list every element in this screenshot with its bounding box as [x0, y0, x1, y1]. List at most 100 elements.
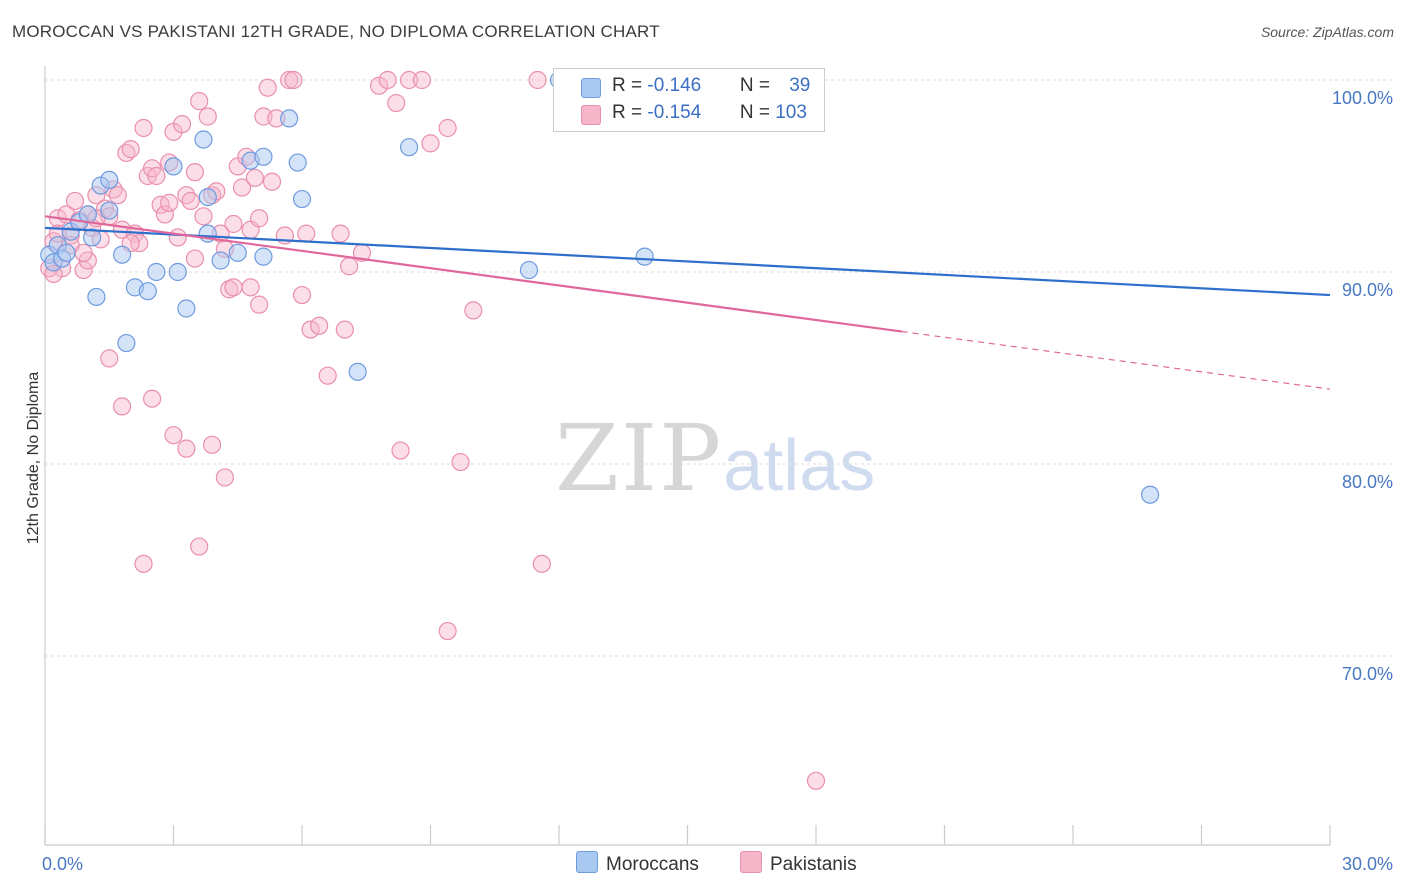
moroccans-point [254, 247, 273, 266]
bottom-moroccans-label: Moroccans [606, 854, 699, 875]
moroccans-n-label: N = [739, 75, 776, 96]
pakistanis-point [284, 70, 303, 90]
bottom-legend-moroccans: Moroccans [576, 851, 699, 876]
pakistanis-point [168, 228, 187, 247]
pakistanis-point [451, 452, 470, 472]
moroccans-point [198, 188, 217, 207]
pakistanis-point [190, 92, 209, 111]
moroccans-point [87, 287, 106, 307]
pakistanis-point [202, 435, 222, 454]
legend-text-moroccans: R = -0.146 N = 39 [612, 75, 810, 97]
pakistanis-point [387, 93, 406, 113]
moroccans-r-label: R = [612, 75, 648, 96]
pakistanis-n-value: 103 [775, 102, 807, 123]
pakistanis-trend-extension [901, 330, 1331, 390]
axis-labels: 70.0% 80.0% 90.0% 100.0% 0.0% 30.0% 12th Grade… [25, 88, 1393, 874]
pakistanis-point [301, 320, 320, 339]
pakistanis-point [74, 243, 93, 262]
pakistanis-point [160, 193, 179, 212]
pakistanis-n-label: N = [739, 102, 776, 123]
moroccans-point [211, 251, 230, 270]
pakistanis-point [335, 320, 354, 339]
pakistanis-point [232, 178, 252, 197]
moroccans-point [288, 153, 307, 172]
trend-lines [44, 215, 1331, 390]
moroccans-point [280, 109, 299, 128]
pakistanis-point [194, 207, 213, 226]
moroccans-point [100, 201, 119, 220]
moroccans-swatch [581, 78, 601, 98]
pakistanis-point [438, 118, 457, 138]
y-tick-label-100: 100.0% [1332, 88, 1393, 108]
pakistanis-point [297, 224, 316, 243]
pakistanis-point [108, 186, 127, 205]
pakistanis-point [412, 70, 432, 90]
legend-text-pakistanis: R = -0.154 N = 103 [612, 102, 807, 124]
pakistanis-r-label: R = [612, 102, 648, 123]
x-tick-label-30: 30.0% [1342, 854, 1393, 874]
moroccans-point [117, 333, 136, 353]
moroccans-point [100, 170, 119, 189]
pakistanis-point [241, 278, 260, 297]
pakistanis-point [172, 115, 192, 134]
pakistanis-point [198, 107, 217, 126]
pakistanis-point [112, 397, 132, 416]
moroccans-point [138, 282, 157, 301]
watermark-zip: ZIP [555, 405, 724, 512]
moroccans-point [168, 262, 187, 282]
pakistanis-point [134, 554, 153, 573]
pakistanis-point [280, 70, 299, 90]
axes [44, 66, 1331, 846]
pakistanis-point [181, 191, 200, 211]
y-axis-label: 12th Grade, No Diploma [25, 372, 42, 545]
pakistanis-point [250, 295, 269, 314]
moroccans-trend-line [44, 226, 1331, 297]
pakistanis-point [340, 257, 359, 276]
pakistanis-point [245, 168, 264, 188]
moroccans-point [112, 245, 132, 264]
moroccans-point [254, 147, 273, 166]
moroccans-n-value: 39 [789, 75, 811, 96]
moroccans-point [194, 130, 213, 149]
pakistanis-point [65, 191, 85, 211]
pakistanis-point [215, 468, 234, 487]
pakistanis-point [464, 301, 483, 320]
y-tick-label-70: 70.0% [1342, 664, 1393, 684]
pakistanis-point [224, 214, 243, 234]
moroccans-point [348, 362, 367, 381]
pakistanis-point [421, 134, 440, 153]
pakistanis-point [164, 426, 183, 445]
bottom-moroccans-swatch [576, 851, 598, 873]
moroccans-point [292, 189, 312, 209]
moroccans-point [57, 243, 76, 262]
y-tick-label-80: 80.0% [1342, 472, 1393, 492]
moroccans-point [1140, 485, 1160, 504]
pakistanis-point [258, 78, 277, 97]
pakistanis-point [185, 163, 205, 182]
pakistanis-points [40, 70, 826, 790]
bottom-pakistanis-label: Pakistanis [770, 854, 857, 875]
pakistanis-point [399, 70, 419, 90]
pakistanis-point [142, 389, 162, 408]
pakistanis-point [391, 441, 410, 460]
moroccans-point [519, 260, 539, 280]
pakistanis-point [177, 439, 196, 458]
pakistanis-trend-line [44, 215, 902, 333]
pakistanis-point [121, 140, 140, 159]
moroccans-point [147, 262, 166, 282]
pakistanis-point [100, 349, 119, 368]
watermark-atlas: atlas [723, 426, 876, 506]
pakistanis-point [438, 621, 457, 641]
watermark: ZIPatlas [555, 405, 875, 512]
pakistanis-point [310, 316, 329, 335]
pakistanis-point [147, 166, 166, 186]
moroccans-point [228, 243, 247, 262]
pakistanis-point [378, 70, 397, 90]
pakistanis-swatch [581, 105, 601, 125]
pakistanis-point [528, 70, 547, 90]
moroccans-point [177, 299, 196, 318]
pakistanis-point [185, 249, 205, 268]
pakistanis-r-value: -0.154 [647, 102, 702, 123]
pakistanis-point [155, 205, 175, 224]
